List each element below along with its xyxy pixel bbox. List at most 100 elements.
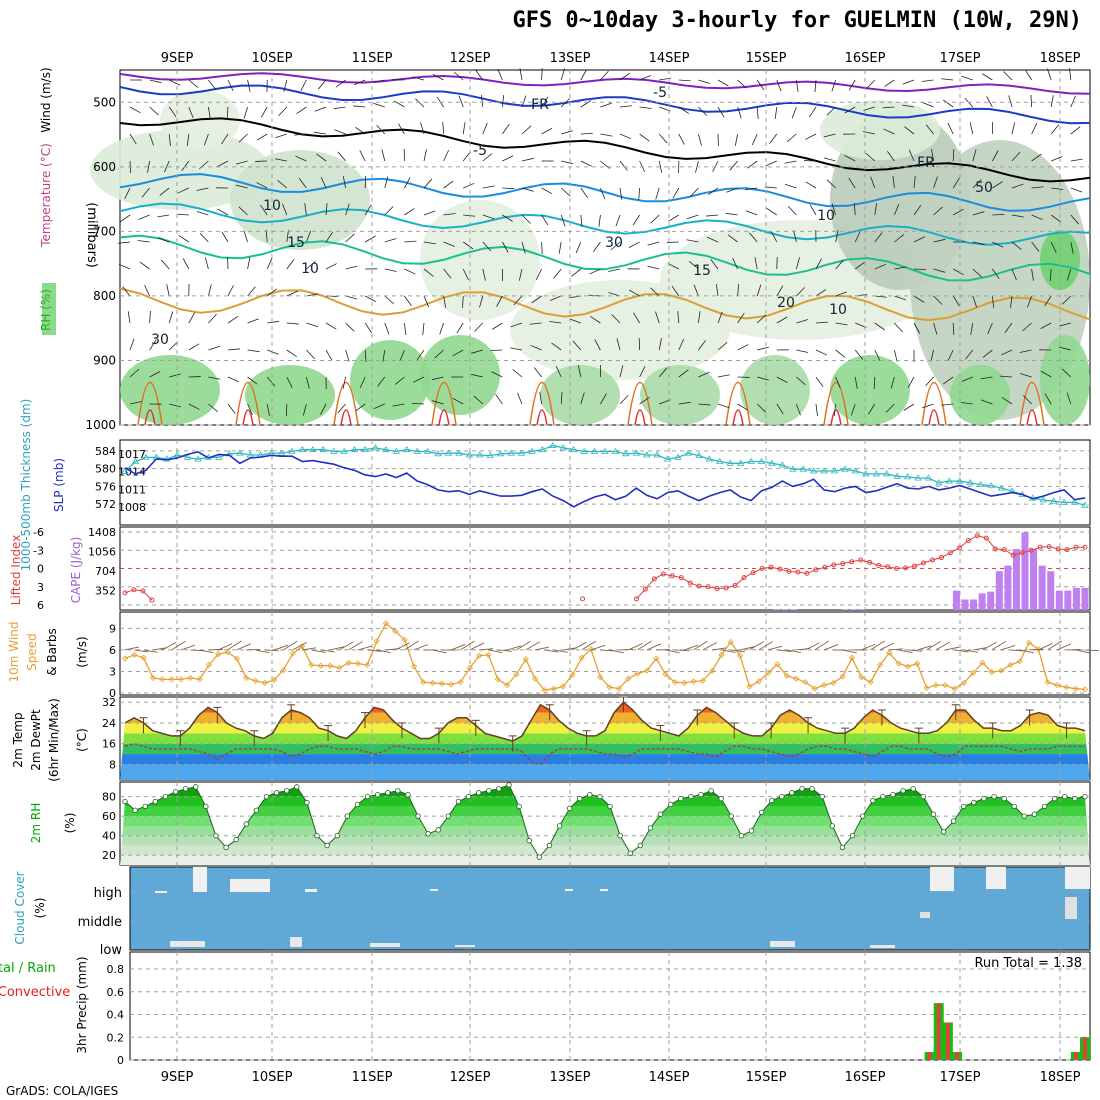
wind-barb: [521, 187, 534, 192]
wind-barb: [300, 79, 307, 91]
li-marker: [1037, 544, 1043, 550]
wind-barb: [903, 403, 915, 411]
slp-marker: [507, 449, 515, 456]
wind-barb: [972, 241, 985, 246]
slp-marker: [580, 447, 588, 454]
wind-barb: [497, 68, 503, 81]
wind-barb: [208, 284, 212, 297]
wind-barb: [377, 376, 386, 387]
wind-barb: [756, 79, 765, 91]
surface-wind-barb: [516, 641, 531, 651]
wind-barb: [826, 106, 836, 116]
wind-barb: [933, 268, 946, 273]
wind-barb: [282, 203, 288, 216]
wind-barb: [639, 133, 650, 142]
wind-speed-marker: [476, 652, 483, 659]
slp-marker: [183, 453, 192, 460]
wind-barb: [894, 203, 900, 216]
wind-speed-marker: [121, 655, 129, 662]
wind-barb: [521, 95, 527, 108]
slp-marker: [997, 484, 1006, 491]
wind-barb: [678, 133, 685, 145]
rh-marker: [1062, 793, 1068, 800]
wind-barb: [796, 376, 806, 386]
surface-wind-barb: [152, 647, 168, 651]
precip-tick-label: 0.8: [107, 963, 125, 976]
li-marker: [660, 571, 666, 577]
wind-barb: [1070, 95, 1076, 108]
cloud-low-bar: [770, 941, 795, 947]
wind-barb: [337, 151, 346, 162]
wind-barb: [833, 403, 836, 416]
thickness-slp-panel: [119, 439, 1091, 526]
li-marker: [1001, 547, 1007, 553]
slp-axis-label: SLP (mb): [52, 458, 66, 512]
rh-blob: [120, 355, 220, 425]
li-marker: [1082, 544, 1088, 550]
wind-barb: [384, 176, 389, 189]
slp-marker: [569, 445, 578, 453]
wind-speed-marker: [196, 676, 203, 683]
wind-barb: [667, 263, 679, 270]
li-marker: [921, 560, 927, 566]
contour-label: FR: [917, 155, 935, 171]
cloud-level-label: low: [100, 943, 123, 958]
wind-barb: [423, 178, 433, 189]
li-marker: [903, 565, 909, 571]
wind-barb: [558, 241, 562, 254]
slp-marker: [121, 467, 129, 474]
wind-barb: [227, 79, 234, 92]
wind-barb: [1011, 241, 1022, 250]
li-marker: [696, 583, 702, 589]
wind-barb: [953, 268, 964, 276]
wind-speed-marker: [224, 648, 231, 656]
wind-speed-marker: [149, 674, 157, 681]
wind-barb: [157, 237, 170, 243]
wind-barb: [575, 241, 582, 254]
rh-marker: [405, 791, 411, 798]
wind-barb: [226, 106, 229, 119]
cape-bar: [961, 599, 969, 610]
wind-speed-marker: [168, 676, 175, 683]
wind-barb: [434, 349, 444, 359]
rh-marker: [779, 793, 785, 800]
wind-barb: [717, 311, 723, 324]
wind-barb: [698, 311, 701, 324]
pressure-tick-label: 1000: [85, 418, 116, 432]
wind-barb: [342, 176, 346, 189]
rh-marker: [769, 797, 775, 804]
li-marker: [678, 575, 684, 581]
wind-speed-marker: [1044, 679, 1051, 686]
wind-barb: [373, 403, 385, 410]
surface-wind-barb: [432, 649, 447, 654]
rh-marker: [708, 788, 714, 794]
wind-barb: [394, 376, 405, 385]
rh-band: [120, 816, 1090, 826]
wind-barb: [345, 295, 358, 300]
wind-barb: [639, 75, 651, 81]
slp-marker: [924, 474, 933, 481]
slp-marker: [246, 451, 254, 458]
wind-barb: [1030, 94, 1032, 108]
wind-barb: [737, 79, 747, 89]
temp-axis-label-2: 2m DewPt: [29, 709, 43, 771]
wind-speed-marker: [532, 675, 539, 682]
wind-barb: [266, 376, 276, 387]
wind-barb: [404, 177, 411, 189]
surface-wind-barb: [124, 646, 140, 651]
wind-barb: [600, 133, 613, 137]
wind-barb: [1061, 295, 1072, 305]
rh-band: [120, 806, 1090, 817]
wind-barb: [902, 104, 915, 108]
credit-text: GrADS: COLA/IGES: [6, 1084, 119, 1098]
wind-barb: [471, 373, 483, 378]
wind-barb: [345, 265, 358, 270]
rh-marker: [1001, 795, 1007, 802]
surface-wind-barb: [740, 646, 755, 651]
wind-barb: [908, 149, 915, 162]
pressure-axis-unit: (millibars): [84, 202, 99, 268]
wind-barb: [549, 295, 562, 301]
wind-barb: [1046, 68, 1052, 81]
wind-barb: [275, 133, 287, 139]
wind-barb: [295, 155, 307, 162]
